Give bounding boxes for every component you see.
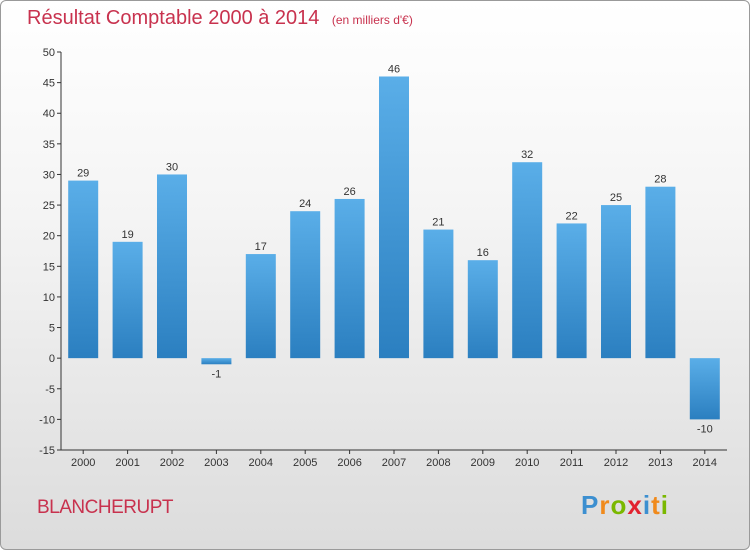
data-label-2001: 19: [121, 229, 133, 241]
y-tick-label: 45: [43, 78, 55, 90]
y-tick-label: -10: [39, 414, 55, 426]
bar-2013: [645, 186, 676, 359]
bar-2004: [245, 254, 276, 359]
x-tick-label: 2011: [560, 457, 584, 469]
logo-letter: P: [581, 490, 600, 520]
x-tick-label: 2005: [293, 457, 317, 469]
data-label-2013: 28: [654, 174, 666, 186]
chart-title-main: Résultat Comptable 2000 à 2014: [27, 7, 320, 29]
y-tick-label: 10: [43, 292, 55, 304]
x-tick-label: 2004: [249, 457, 273, 469]
bar-2005: [290, 211, 321, 359]
y-tick-label: 40: [43, 108, 55, 120]
bar-2000: [68, 180, 99, 359]
y-tick-label: 25: [43, 200, 55, 212]
axes: -15 -10 -5 0 5 10 15 20 25 30 35 40 45 50 2000 2001 2002…: [39, 47, 727, 469]
x-tick-label: 2003: [204, 457, 228, 469]
x-tick-label: 2012: [604, 457, 628, 469]
bar-2011: [556, 223, 587, 359]
y-tick-label: -15: [39, 445, 55, 457]
data-label-2006: 26: [343, 186, 355, 198]
data-label-2008: 21: [432, 217, 444, 229]
bar-2001: [112, 241, 143, 359]
data-label-2007: 46: [388, 63, 400, 75]
x-tick-label: 2002: [160, 457, 184, 469]
x-tick-label: 2007: [382, 457, 406, 469]
data-label-2011: 22: [565, 210, 577, 222]
logo-letter: i: [642, 490, 652, 520]
x-tick-label: 2010: [515, 457, 539, 469]
commune-name: BLANCHERUPT: [37, 497, 173, 518]
x-tick-label: 2013: [648, 457, 672, 469]
bar-2009: [467, 260, 498, 359]
x-tick-label: 2001: [115, 457, 139, 469]
bar-2002: [157, 174, 187, 359]
logo-letter: r: [599, 490, 611, 520]
y-tick-label: 35: [43, 139, 55, 151]
y-tick-label: 50: [43, 47, 55, 59]
bar-2010: [512, 162, 543, 359]
y-tick-label: 0: [49, 353, 55, 365]
bar-2003: [201, 358, 232, 365]
y-tick-label: -5: [45, 384, 55, 396]
chart-title: Résultat Comptable 2000 à 2014 (en milli…: [27, 7, 413, 30]
data-label-2003: -1: [212, 368, 222, 380]
bar-2012: [601, 205, 631, 359]
data-label-2002: 30: [166, 161, 178, 173]
bar-2007: [379, 76, 409, 359]
y-tick-label: 30: [43, 169, 55, 181]
bar-2014: [689, 358, 720, 420]
logo-letter: o: [610, 490, 628, 520]
x-tick-label: 2006: [337, 457, 361, 469]
proxiti-logo: Proxiti: [581, 490, 669, 521]
y-tick-label: 20: [43, 231, 55, 243]
data-label-2014: -10: [697, 423, 713, 435]
logo-letter: x: [627, 490, 643, 520]
bar-2008: [423, 229, 454, 359]
data-labels: 29 19 30 -1 17 24 26 46 21 16 32 22 25 28 -10: [77, 63, 713, 435]
x-tick-label: 2014: [693, 457, 717, 469]
chart-title-unit: (en milliers d'€): [331, 13, 413, 27]
x-tick-label: 2008: [426, 457, 450, 469]
x-tick-label: 2000: [71, 457, 95, 469]
logo-letter: i: [660, 490, 669, 520]
logo-letter: t: [651, 490, 661, 520]
data-label-2000: 29: [77, 168, 89, 180]
data-label-2005: 24: [299, 198, 311, 210]
data-label-2004: 17: [255, 241, 267, 253]
bars: [68, 76, 720, 420]
bar-2006: [334, 198, 365, 359]
y-tick-label: 5: [49, 323, 55, 335]
data-label-2012: 25: [610, 192, 622, 204]
y-tick-label: 15: [43, 261, 55, 273]
x-tick-label: 2009: [471, 457, 495, 469]
data-label-2009: 16: [477, 247, 489, 259]
data-label-2010: 32: [521, 149, 533, 161]
